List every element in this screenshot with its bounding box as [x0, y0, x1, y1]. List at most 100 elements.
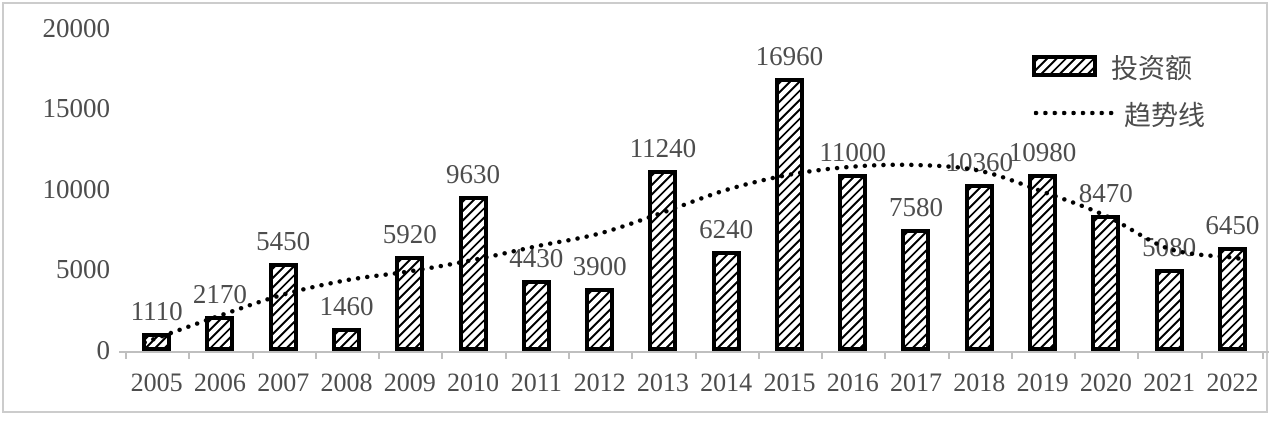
bar-value-label: 11000 [819, 136, 886, 167]
bar-value-label: 6240 [699, 213, 754, 244]
x-axis-label: 2010 [447, 368, 500, 397]
bar-slot: 7580 [884, 29, 947, 351]
x-axis-label: 2019 [1016, 368, 1069, 397]
hatched-bar-swatch-icon [1032, 55, 1097, 77]
bar-slot: 9630 [441, 29, 504, 351]
x-axis-tick [1010, 353, 1013, 359]
x-axis-label: 2015 [763, 368, 816, 397]
x-axis-label: 2011 [510, 368, 562, 397]
bar [585, 288, 615, 351]
x-axis-tick [631, 353, 634, 359]
bar [458, 196, 488, 351]
bar-value-label: 9630 [446, 159, 500, 189]
x-axis-tick [947, 353, 950, 359]
bar-slot: 5920 [378, 29, 441, 351]
x-axis-tick [314, 353, 317, 359]
bar-value-label: 3900 [572, 251, 627, 282]
x-axis-label: 2017 [890, 368, 943, 397]
bar-value-label: 1460 [319, 290, 374, 321]
bar [1091, 214, 1121, 351]
x-axis-tick [1074, 353, 1077, 359]
bar-slot: 6240 [695, 29, 758, 351]
x-axis-tick [757, 353, 760, 359]
bar [1154, 269, 1184, 351]
y-tick-label: 15000 [42, 93, 111, 123]
x-axis-label: 2009 [383, 368, 436, 397]
x-axis-tick [1262, 353, 1264, 359]
bar [838, 173, 868, 351]
x-axis-tick [567, 353, 570, 359]
x-axis-label: 2007 [257, 368, 310, 397]
trend-line [142, 162, 1247, 345]
bar-value-label: 8470 [1078, 177, 1133, 208]
y-tick-label: 20000 [42, 13, 111, 43]
legend-item-trend: 趋势线 [1032, 95, 1205, 131]
x-axis-tick [188, 353, 191, 359]
dotted-line-swatch-icon [1032, 110, 1114, 116]
bar-slot: 2170 [188, 29, 251, 351]
y-tick-label: 10000 [42, 174, 111, 204]
bar [711, 250, 741, 351]
x-axis-label: 2013 [636, 368, 689, 397]
bar-slot: 4430 [505, 29, 568, 351]
x-axis-ticks [125, 353, 1264, 359]
x-axis-label: 2008 [320, 368, 373, 397]
bar [395, 255, 425, 351]
plot-area: 1110 2170 5450 1460 5920 9630 4430 3900 11240 624… [125, 29, 1264, 351]
bar-slot: 16960 [755, 29, 824, 351]
x-axis-tick [251, 353, 254, 359]
x-axis-label: 2005 [130, 368, 183, 397]
bar [1217, 247, 1247, 351]
bar-value-label: 4430 [509, 242, 564, 273]
bar-slot: 1460 [315, 29, 378, 351]
bar-value-label: 6450 [1205, 210, 1260, 241]
bar-value-label: 7580 [888, 192, 943, 222]
bar-slot: 5450 [252, 29, 315, 351]
x-axis-tick [821, 353, 824, 359]
bar-value-label: 10360 [945, 147, 1013, 178]
y-axis: 20000 15000 10000 5000 0 [4, 4, 111, 411]
bar-value-label: 16960 [755, 40, 824, 71]
bar [268, 263, 298, 351]
legend: 投资额 趋势线 [1032, 48, 1205, 131]
bar [331, 327, 361, 351]
bar-value-label: 2170 [192, 279, 247, 310]
x-axis-label: 2016 [826, 368, 879, 397]
x-axis-tick [884, 353, 887, 359]
x-axis-label: 2020 [1079, 368, 1132, 397]
x-axis-tick [441, 353, 444, 359]
x-axis-label: 2018 [953, 368, 1006, 397]
bar [648, 170, 678, 351]
bar [901, 229, 931, 351]
x-axis-label: 2012 [573, 368, 626, 397]
chart-frame: 20000 15000 10000 5000 0 1110 2170 5450 146… [2, 2, 1269, 413]
bar-value-label: 5450 [256, 226, 311, 257]
bar-slot: 5080 [1137, 29, 1200, 351]
bar-value-label: 5920 [382, 218, 437, 249]
bar-value-label: 5080 [1142, 232, 1197, 263]
bar [774, 77, 804, 351]
x-axis-label: 2022 [1206, 368, 1259, 397]
x-axis-tick [1137, 353, 1140, 359]
x-axis-label: 2021 [1143, 368, 1196, 397]
x-axis-tick [1200, 353, 1203, 359]
bar [964, 184, 994, 351]
legend-item-bars: 投资额 [1032, 48, 1205, 84]
bar [521, 279, 551, 351]
x-axis-tick [125, 353, 127, 359]
bar-slot: 11240 [630, 29, 696, 351]
bar [205, 316, 235, 351]
trend-line-layer [142, 162, 1247, 345]
x-axis-label: 2006 [193, 368, 246, 397]
legend-label-trend: 趋势线 [1124, 100, 1205, 131]
x-axis-labels: 2005 2006 2007 2008 2009 2010 2011 2012 2013 2014… [125, 366, 1264, 400]
x-axis-tick [694, 353, 697, 359]
bar-slot: 10360 [945, 29, 1013, 351]
legend-label-bars: 投资额 [1111, 53, 1192, 84]
bar-value-label: 10980 [1008, 137, 1077, 168]
x-axis-label: 2014 [700, 368, 753, 397]
x-axis-tick [378, 353, 381, 359]
bar-slot: 10980 [1008, 29, 1077, 351]
y-tick-label: 5000 [56, 254, 110, 284]
x-axis-tick [504, 353, 507, 359]
